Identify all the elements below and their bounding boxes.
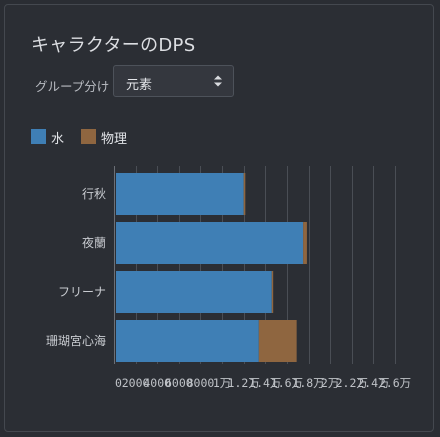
x-tick-label-10: 2万 xyxy=(321,376,339,390)
legend-label-water: 水 xyxy=(51,132,65,147)
select-arrows-icon xyxy=(214,75,222,87)
x-tick-label-8: 1.6万 xyxy=(271,376,303,390)
x-tick-label-5: 1万 xyxy=(213,376,231,390)
bar-physical-1[interactable] xyxy=(303,222,307,264)
x-tick-label-4: 8000 xyxy=(187,376,215,390)
group-by-select[interactable]: 元素 xyxy=(113,65,234,97)
x-tick-label-11: 2.2万 xyxy=(336,376,368,390)
category-label-0: 行秋 xyxy=(82,187,106,201)
bar-water-2[interactable] xyxy=(116,271,272,313)
x-tick-label-13: 2.6万 xyxy=(379,376,411,390)
group-by-label: グループ分け xyxy=(35,79,110,94)
legend-label-physical: 物理 xyxy=(101,132,128,147)
category-label-3: 珊瑚宮心海 xyxy=(46,333,106,348)
chart-title: キャラクターのDPS xyxy=(31,35,196,56)
group-by-select-value: 元素 xyxy=(126,78,153,93)
x-tick-label-6: 1.2万 xyxy=(228,376,260,390)
x-tick-label-9: 1.8万 xyxy=(292,376,324,390)
x-tick-label-2: 4000 xyxy=(143,376,171,390)
category-label-2: フリーナ xyxy=(58,285,106,299)
bar-physical-0[interactable] xyxy=(243,173,246,215)
x-tick-label-1: 2000 xyxy=(122,376,150,390)
legend-swatch-water xyxy=(31,129,46,144)
bar-physical-3[interactable] xyxy=(258,320,297,362)
x-tick-label-0: 0 xyxy=(115,376,122,390)
bar-water-3[interactable] xyxy=(116,320,259,362)
x-tick-label-7: 1.4万 xyxy=(249,376,281,390)
bar-physical-2[interactable] xyxy=(271,271,274,313)
bar-water-0[interactable] xyxy=(116,173,244,215)
legend-swatch-physical xyxy=(81,129,96,144)
x-tick-label-12: 2.4万 xyxy=(357,376,389,390)
bar-water-1[interactable] xyxy=(116,222,304,264)
category-label-1: 夜蘭 xyxy=(82,235,106,250)
x-tick-label-3: 6000 xyxy=(165,376,193,390)
